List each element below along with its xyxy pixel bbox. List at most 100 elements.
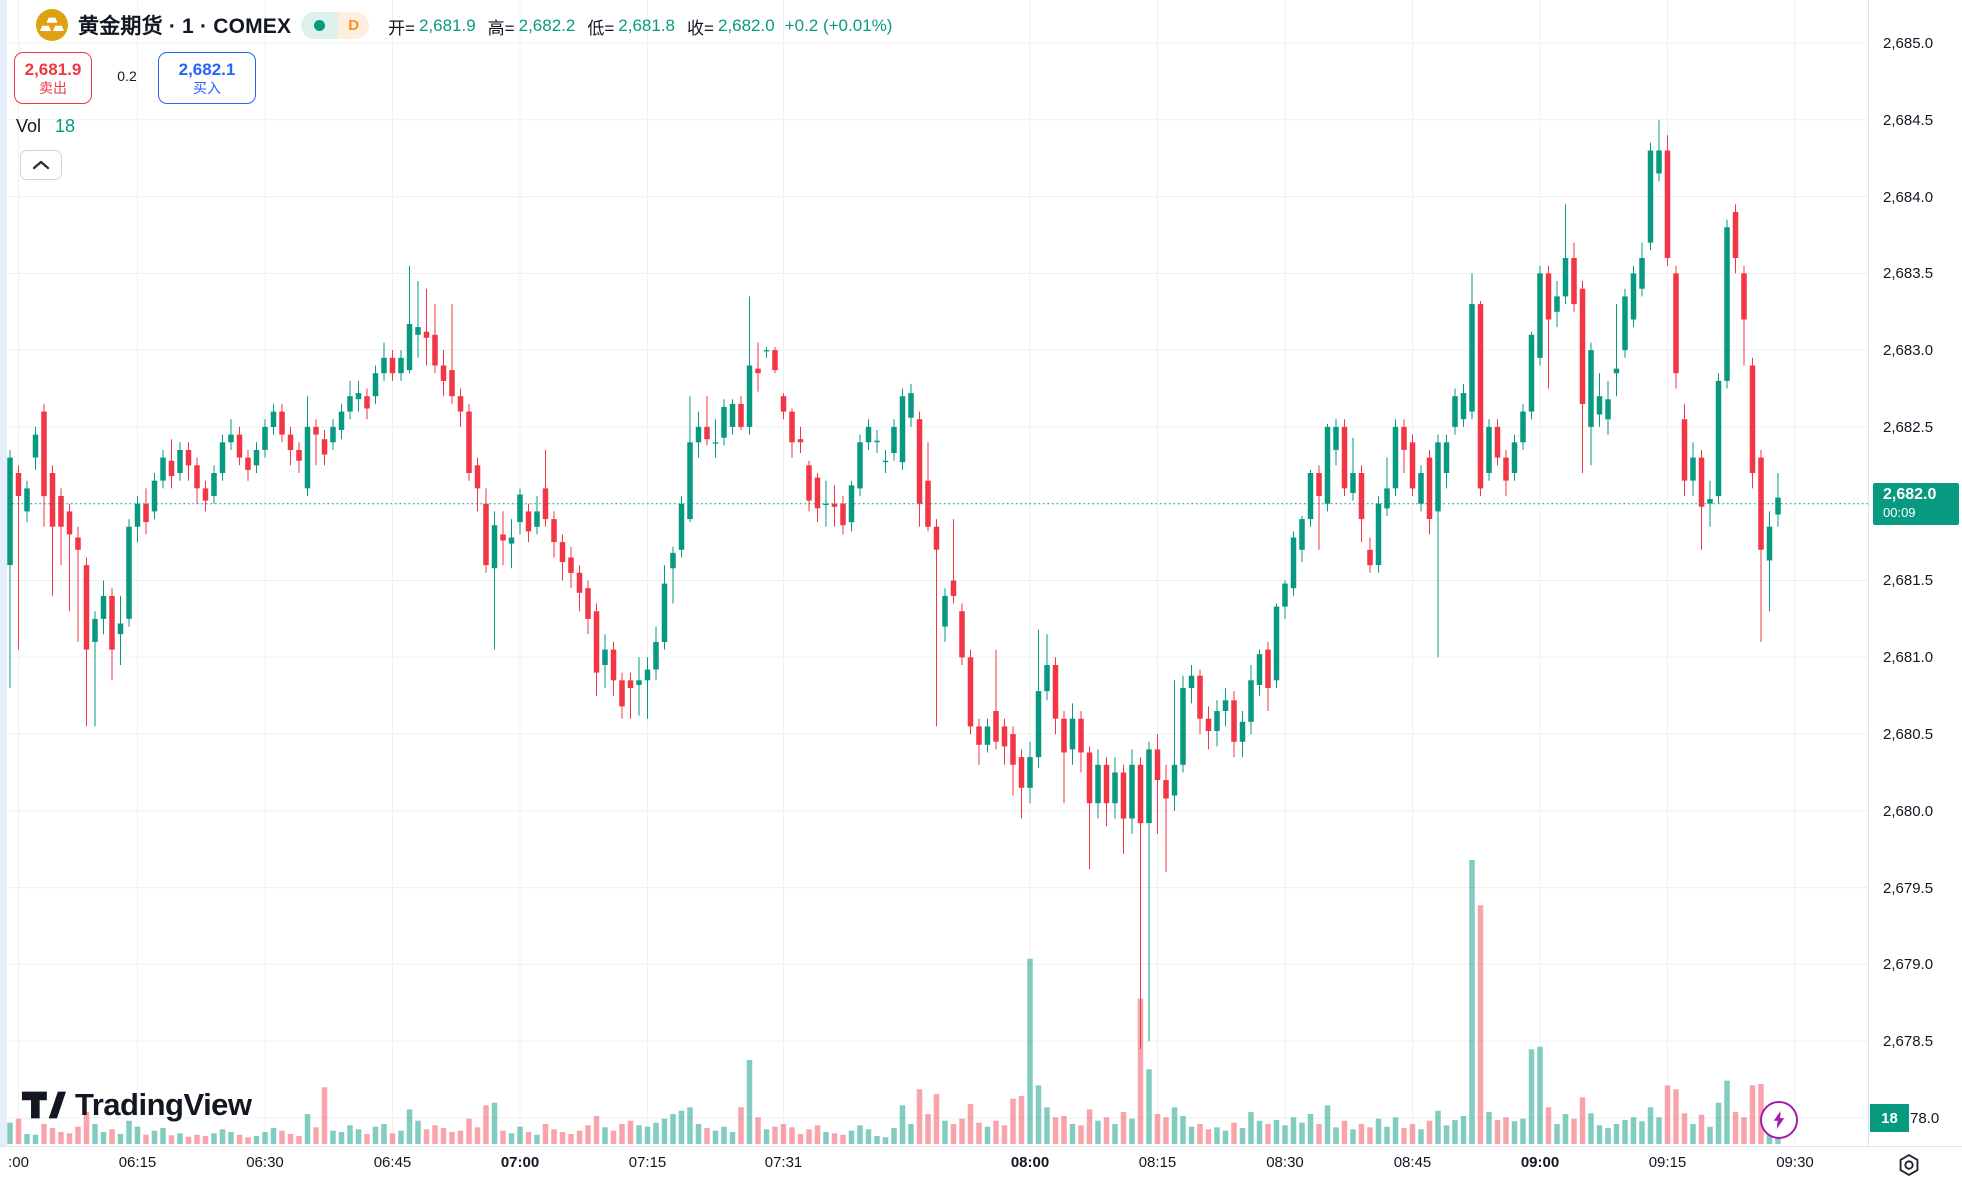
candle-body	[721, 407, 727, 438]
candle-body	[712, 442, 719, 444]
candle-body	[763, 350, 770, 352]
volume-bar	[1477, 905, 1484, 1144]
volume-bar	[1418, 1129, 1424, 1144]
candle-body	[1044, 665, 1050, 692]
candle-body	[1188, 675, 1195, 688]
volume-indicator-value: 18	[55, 116, 76, 136]
candle-body	[1180, 688, 1186, 765]
candle-body	[950, 580, 957, 596]
volume-bar	[1180, 1116, 1186, 1144]
grid-layer	[8, 0, 1868, 1145]
open-value: 2,681.9	[418, 16, 476, 35]
timeframe-pill[interactable]: D	[301, 11, 370, 39]
volume-bar	[712, 1130, 719, 1144]
symbol-title[interactable]: 黄金期货 · 1 · COMEX	[78, 15, 292, 38]
candle-body	[219, 442, 226, 473]
sell-label: 卖出	[39, 79, 67, 96]
volume-bar	[950, 1124, 957, 1144]
volume-bar	[1375, 1118, 1382, 1144]
instant-order-button[interactable]	[1760, 1101, 1798, 1139]
candle-body	[100, 595, 107, 619]
candle-body	[1571, 258, 1577, 305]
axis-settings-button[interactable]	[1896, 1152, 1922, 1183]
candle-body	[857, 442, 863, 489]
volume-bar	[1222, 1130, 1229, 1144]
volume-bar	[1333, 1127, 1339, 1144]
candle-body	[168, 460, 175, 477]
gear-icon	[1899, 1154, 1919, 1176]
candle-body	[797, 439, 804, 443]
volume-bar	[755, 1117, 761, 1144]
price-axis[interactable]: 2,685.0 2,684.5 2,684.0 2,683.5 2,683.0 2,682…	[1868, 0, 1962, 1146]
volume-indicator-row: Vol 18	[16, 116, 75, 137]
volume-bar	[576, 1130, 583, 1144]
candle-body	[984, 726, 991, 745]
candle-body	[933, 526, 940, 550]
volume-bar	[1435, 1110, 1441, 1144]
tradingview-logo[interactable]: TradingView	[20, 1085, 252, 1125]
volume-bar	[1035, 1085, 1042, 1144]
candle-body	[389, 357, 396, 374]
candle-body	[279, 411, 285, 435]
volume-bar	[1367, 1127, 1373, 1144]
candle-body	[1520, 411, 1526, 443]
candle-body	[1069, 718, 1076, 750]
candle-body	[1426, 457, 1433, 519]
candle-body	[372, 373, 379, 397]
volume-bar	[194, 1134, 200, 1144]
volume-bar	[1120, 1112, 1127, 1144]
volume-bar	[525, 1132, 532, 1144]
candle-body	[959, 611, 965, 658]
volume-bar	[185, 1136, 192, 1144]
spread-value: 0.2	[117, 68, 137, 84]
candle-body	[627, 680, 634, 688]
volume-bar	[721, 1126, 727, 1144]
volume-bar	[1205, 1129, 1212, 1144]
volume-bar	[304, 1114, 311, 1144]
candle-body	[1316, 473, 1322, 496]
collapse-panel-button[interactable]	[20, 150, 62, 180]
candle-body	[1681, 419, 1688, 481]
candle-body	[1299, 519, 1305, 550]
candle-body	[670, 552, 676, 569]
volume-bar	[1630, 1117, 1637, 1144]
volume-bar	[959, 1118, 965, 1144]
candle-body	[457, 396, 464, 412]
candle-body	[687, 442, 693, 520]
volume-bar	[1044, 1107, 1050, 1144]
candle-body	[1197, 675, 1203, 719]
candle-body	[338, 411, 345, 430]
volume-bar	[823, 1132, 829, 1144]
candle-body	[967, 657, 974, 727]
candle-body	[491, 525, 498, 569]
left-edge-strip	[0, 0, 7, 1186]
candle-body	[1707, 499, 1713, 504]
volume-bar	[228, 1132, 234, 1144]
volume-bar	[891, 1128, 897, 1144]
time-axis[interactable]: :00 06:15 06:30 06:45 07:00 07:15 07:31 08:00 08…	[0, 1146, 1962, 1186]
buy-button[interactable]: 2,682.1 买入	[158, 52, 256, 104]
volume-bar	[678, 1110, 685, 1144]
volume-bar	[236, 1134, 243, 1144]
volume-bar	[1605, 1128, 1611, 1144]
volume-bar	[1316, 1124, 1322, 1144]
candle-body	[109, 595, 115, 650]
candle-body	[1579, 288, 1586, 404]
candle-body	[1452, 396, 1458, 427]
candle-body	[925, 480, 931, 527]
candle-body	[1120, 772, 1127, 819]
volume-bar	[857, 1125, 863, 1144]
candle-body	[483, 503, 489, 566]
low-value: 2,681.8	[618, 16, 676, 35]
volume-bar	[933, 1094, 940, 1144]
close-label: 收=	[687, 18, 714, 38]
volume-bar	[270, 1128, 277, 1144]
candle-body	[440, 365, 447, 381]
volume-bar	[1282, 1125, 1288, 1144]
price-axis-label: 2,683.5	[1883, 265, 1934, 282]
sell-button[interactable]: 2,681.9 卖出	[14, 52, 92, 104]
candle-body	[619, 680, 625, 707]
timeframe-daily-button[interactable]: D	[338, 11, 370, 39]
last-price-value: 2,682.0	[1883, 486, 1937, 503]
